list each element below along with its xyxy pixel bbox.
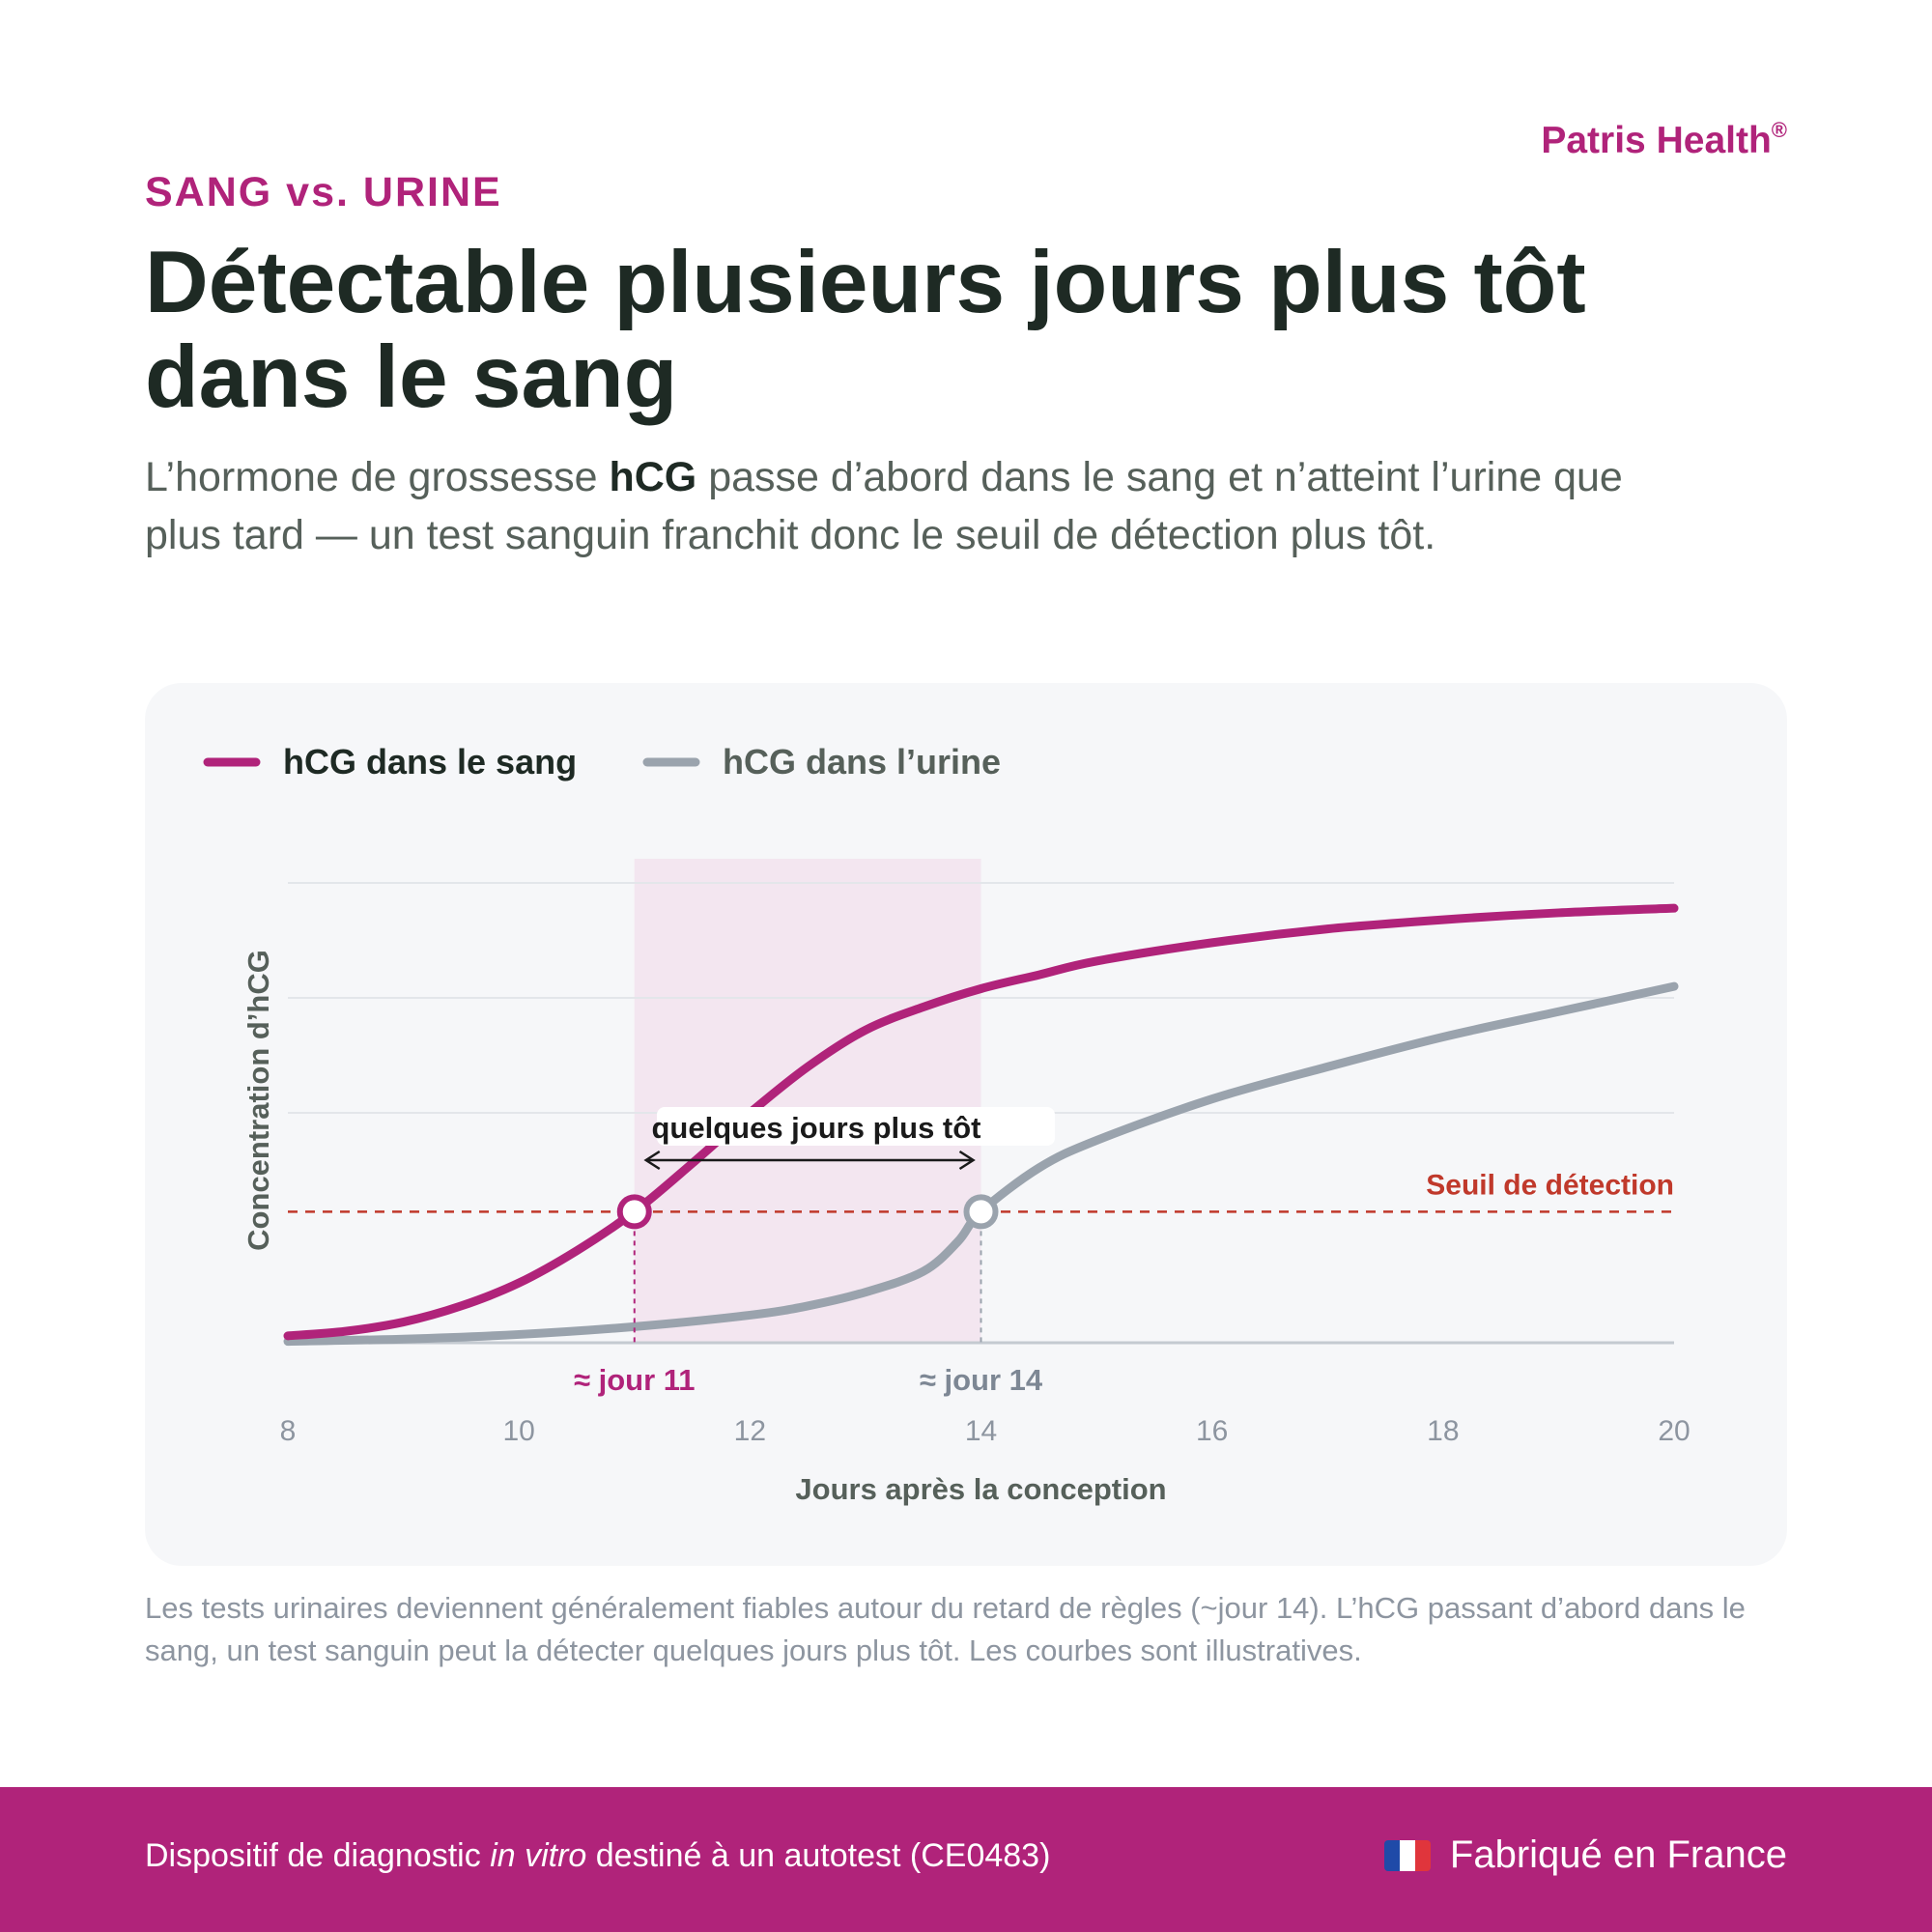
legend-label: hCG dans l’urine	[723, 742, 1001, 781]
y-axis-title: Concentration d’hCG	[242, 950, 275, 1251]
footnote: Les tests urinaires deviennent généralem…	[145, 1591, 1746, 1667]
x-tick-label: 16	[1196, 1415, 1228, 1447]
chart-card: Seuil de détection quelques jours plus t…	[145, 683, 1787, 1566]
threshold-crossing-marker	[963, 1194, 999, 1230]
eyebrow-label: SANG vs. URINE	[145, 169, 502, 215]
series-line	[283, 903, 1679, 1341]
x-tick-label: 18	[1427, 1415, 1459, 1447]
highlight-band	[634, 859, 981, 1343]
x-tick-label: 12	[734, 1415, 766, 1447]
footer-disclaimer: Dispositif de diagnostic in vitro destin…	[145, 1837, 1050, 1875]
brand-logo: Patris Health®	[1541, 118, 1787, 162]
made-in-label: Fabriqué en France	[1449, 1833, 1787, 1876]
threshold-label: Seuil de détection	[1426, 1169, 1674, 1201]
made-in-france: Fabriqué en France	[1383, 1833, 1787, 1877]
x-tick-label: 14	[965, 1415, 997, 1447]
series-line	[283, 981, 1679, 1347]
annotation-label: quelques jours plus tôt	[651, 1111, 980, 1145]
annotation-arrow-head-right	[958, 1150, 976, 1171]
threshold-crossing-marker	[616, 1194, 652, 1230]
footer-text-italic: in vitro	[490, 1837, 587, 1874]
footer-text-start: Dispositif de diagnostic	[145, 1837, 491, 1874]
x-tick-label: 10	[502, 1415, 534, 1447]
x-tick-label: 8	[280, 1415, 297, 1447]
footer-text-end: destiné à un autotest (CE0483)	[586, 1837, 1051, 1874]
annotation-arrow-head-left	[643, 1150, 661, 1171]
intro-text-bold: hCG	[609, 454, 697, 500]
page-title: Détectable plusieurs jours plus tôt dans…	[145, 234, 1586, 426]
day-marker-label: ≈ jour 11	[574, 1363, 696, 1397]
day-marker-label: ≈ jour 14	[920, 1363, 1043, 1397]
intro-text-end: passe d’abord dans le sang et n’atteint …	[145, 454, 1623, 558]
x-axis-title: Jours après la conception	[795, 1472, 1166, 1506]
hcg-chart: Seuil de détection quelques jours plus t…	[203, 742, 1690, 1506]
intro-paragraph: L’hormone de grossesse hCG passe d’abord…	[145, 448, 1652, 564]
x-tick-label: 20	[1658, 1415, 1690, 1447]
france-flag-icon	[1383, 1839, 1431, 1871]
annotation-label-bg	[657, 1107, 1055, 1146]
footer-bar: Dispositif de diagnostic in vitro destin…	[0, 1787, 1932, 1932]
legend-label: hCG dans le sang	[283, 742, 577, 781]
brand-name: Patris Health	[1541, 120, 1772, 161]
intro-text-start: L’hormone de grossesse	[145, 454, 610, 500]
registered-mark: ®	[1771, 118, 1787, 142]
